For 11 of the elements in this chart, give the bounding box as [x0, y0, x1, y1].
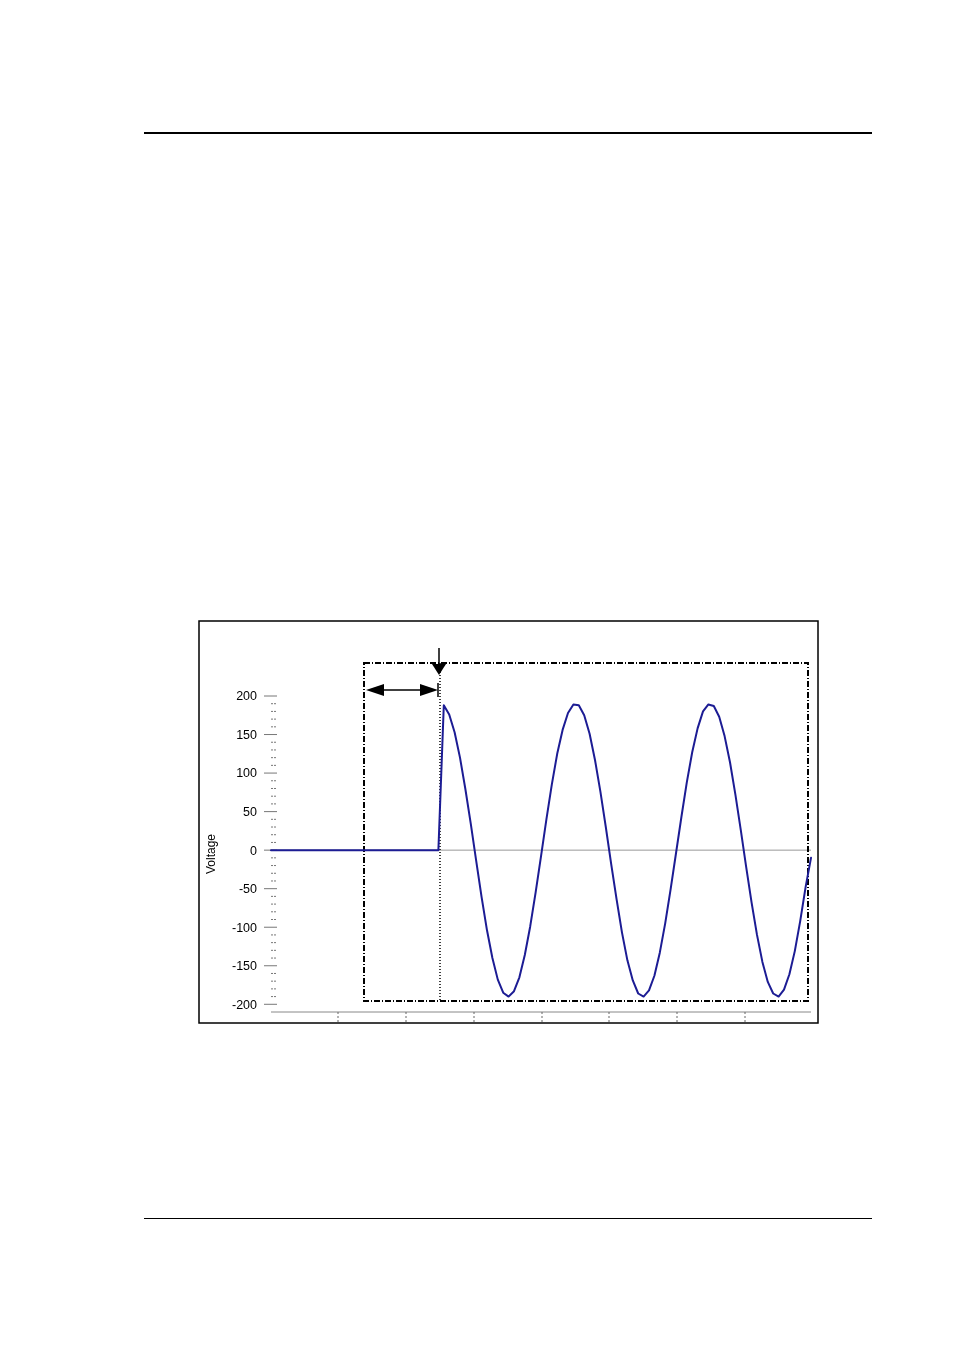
y-tick-label: 0 — [250, 843, 258, 858]
y-tick-label: 50 — [243, 804, 258, 819]
line-series — [270, 703, 812, 998]
y-tick-label: 200 — [236, 689, 258, 704]
y-tick-label: -50 — [238, 882, 258, 897]
y-tick-label: -200 — [231, 997, 258, 1012]
y-tick-label: 150 — [236, 727, 258, 742]
y-tick-label: -100 — [231, 920, 258, 935]
y-axis-title: Voltage — [204, 833, 218, 875]
y-tick-label: -150 — [231, 959, 258, 974]
y-tick-label: 100 — [236, 766, 258, 781]
